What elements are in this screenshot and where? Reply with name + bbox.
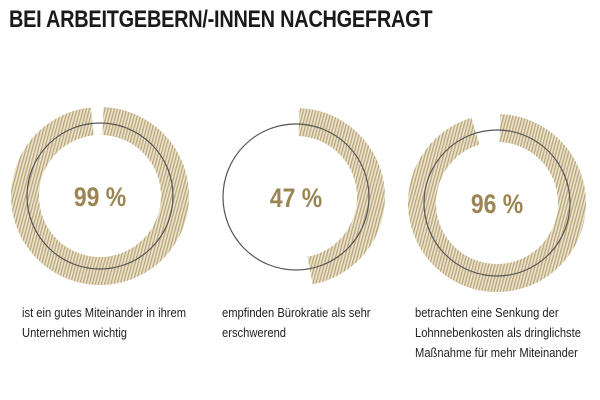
donut-value-label-2: 47 %	[270, 183, 322, 213]
donut-ring-2: 47 %	[222, 108, 385, 285]
donut-value-label-1: 99 %	[74, 182, 126, 212]
donut-arc-3	[407, 114, 586, 293]
caption-2: empfinden Bürokratie als sehr erschweren…	[222, 303, 371, 343]
donut-base-circle-3	[423, 129, 571, 277]
caption-1-line-1: ist ein gutes Miteinander in ihrem	[22, 305, 187, 320]
donut-base-circle-2	[222, 123, 370, 271]
page-title: BEI ARBEITGEBERN/-INNEN NACHGEFRAGT	[9, 6, 433, 33]
donut-arc-2	[298, 108, 385, 285]
donut-ring-1: 99 %	[11, 107, 190, 285]
donut-value-label-3: 96 %	[471, 189, 523, 219]
donut-base-circle-1	[26, 122, 174, 270]
donut-ring-3: 96 %	[407, 114, 586, 293]
caption-3-line-3: Maßnahme für mehr Miteinander	[415, 345, 578, 360]
caption-1-line-2: Unternehmen wichtig	[22, 325, 128, 340]
caption-1: ist ein gutes Miteinander in ihrem Unter…	[22, 303, 186, 343]
donut-arc-1	[11, 107, 190, 285]
caption-2-line-1: empfinden Bürokratie als sehr	[222, 305, 371, 320]
caption-2-line-2: erschwerend	[222, 325, 287, 340]
caption-3-line-1: betrachten eine Senkung der	[415, 305, 559, 320]
caption-3-line-2: Lohnnebenkosten als dringlichste	[415, 325, 581, 340]
caption-3: betrachten eine Senkung der Lohnnebenkos…	[415, 303, 581, 363]
